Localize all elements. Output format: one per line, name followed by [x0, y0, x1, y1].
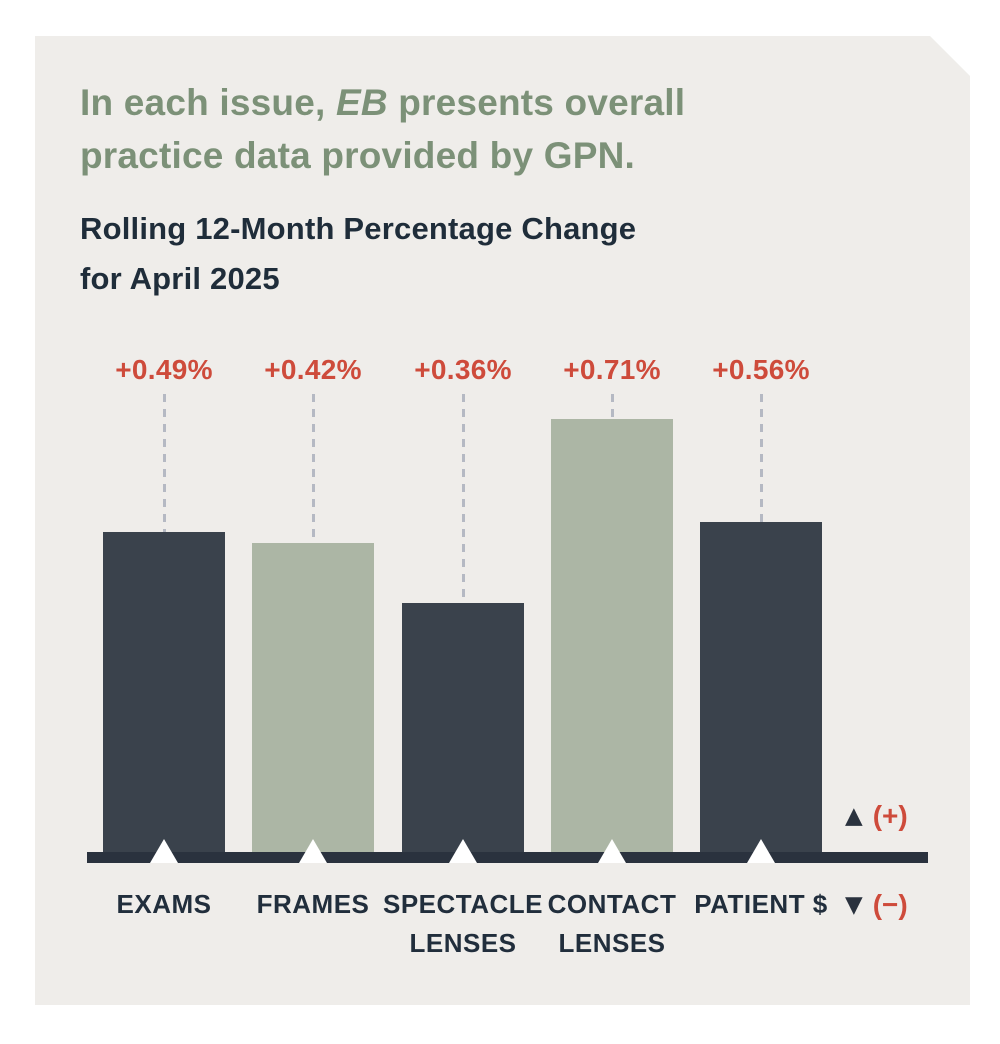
legend-negative-label: (−) — [872, 889, 908, 920]
intro-text-prefix: In each issue, — [80, 82, 336, 123]
dashed-guide-line — [610, 394, 614, 419]
bar-value-label: +0.42% — [264, 354, 362, 385]
intro-text-line2: practice data provided by GPN. — [80, 135, 635, 176]
category-label: EXAMS — [116, 889, 212, 919]
legend-negative: ▼ (−) — [845, 891, 908, 919]
intro-publication-abbrev: EB — [335, 82, 388, 123]
baseline-notch-triangle — [150, 839, 178, 863]
bar-value-label: +0.56% — [712, 354, 810, 385]
intro-text-suffix: presents overall — [387, 82, 686, 123]
baseline-notch-triangle — [747, 839, 775, 863]
baseline-notch-triangle — [449, 839, 477, 863]
chart-title-line1: Rolling 12-Month Percentage Change — [80, 211, 637, 246]
category-label: PATIENT $ — [694, 889, 828, 919]
dashed-guide-line — [759, 394, 763, 522]
infographic-card: In each issue, EB presents overall pract… — [35, 36, 970, 1005]
bar — [103, 532, 225, 852]
bar-value-label: +0.49% — [115, 354, 213, 385]
legend-positive: ▲ (+) — [845, 802, 908, 830]
dashed-guide-line — [461, 394, 465, 603]
intro-heading: In each issue, EB presents overall pract… — [80, 76, 860, 182]
bar — [700, 522, 822, 852]
chart-title: Rolling 12-Month Percentage Change for A… — [80, 204, 860, 304]
baseline-axis — [87, 852, 928, 863]
bar-value-label: +0.36% — [414, 354, 512, 385]
bar — [402, 603, 524, 852]
category-label: CONTACT LENSES — [547, 889, 677, 958]
legend-positive-label: (+) — [872, 800, 908, 831]
up-triangle-icon: ▲ — [845, 802, 863, 829]
baseline-notch-triangle — [299, 839, 327, 863]
chart-title-line2: for April 2025 — [80, 261, 280, 296]
bar — [551, 419, 673, 852]
baseline-notch-triangle — [598, 839, 626, 863]
category-label: SPECTACLE LENSES — [382, 889, 544, 958]
bar-value-label: +0.71% — [563, 354, 661, 385]
dashed-guide-line — [162, 394, 166, 532]
down-triangle-icon: ▼ — [845, 891, 863, 918]
bar-chart: ▲ (+) ▼ (−) +0.49% EXAMS +0.42% FRAMES +0.36… — [35, 36, 970, 1005]
category-label: FRAMES — [256, 889, 370, 919]
dashed-guide-line — [311, 394, 315, 543]
bar — [252, 543, 374, 852]
